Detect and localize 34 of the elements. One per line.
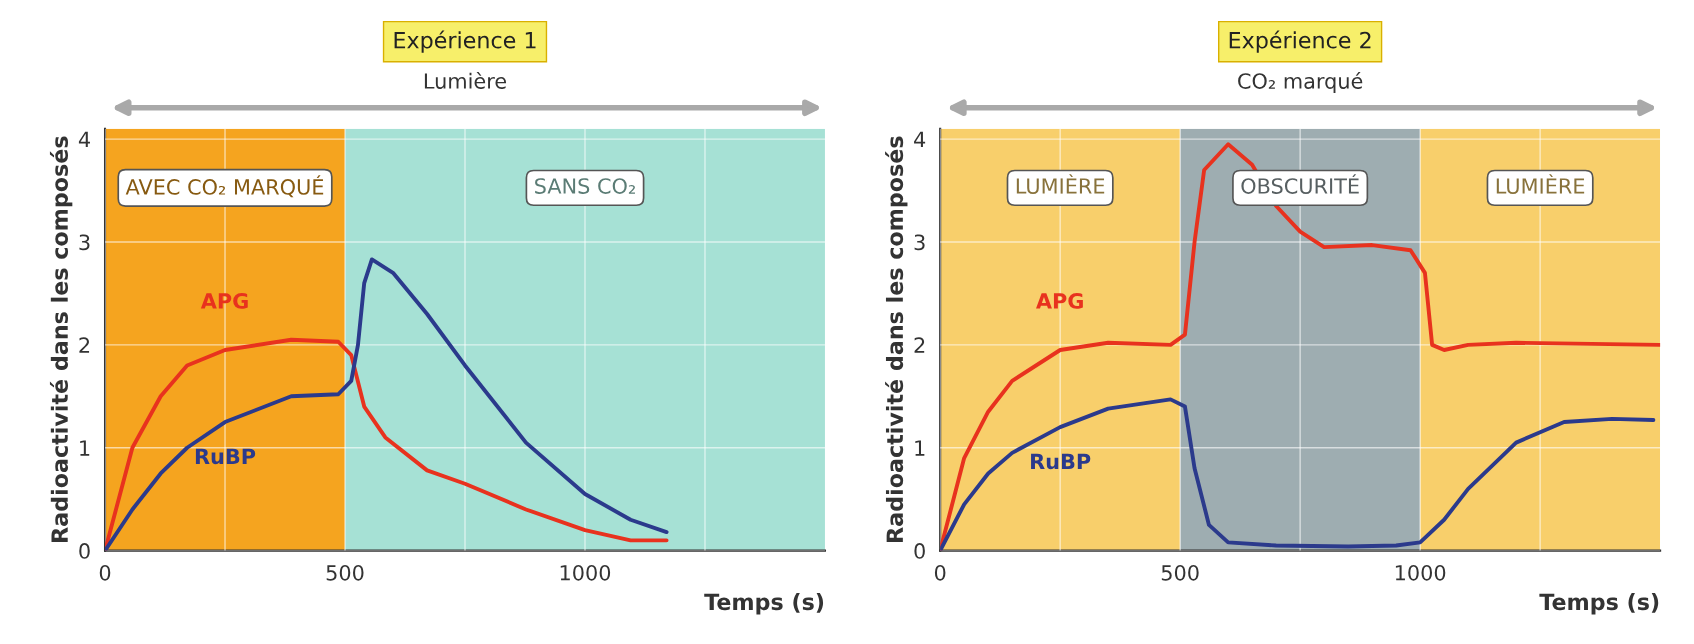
- y-tick-label: 1: [80, 440, 90, 456]
- y-tick-label: 4: [914, 131, 926, 147]
- line-series: [940, 397, 1656, 551]
- band-label: LUMIÈRE: [1016, 174, 1105, 194]
- band-label: OBSCURITÉ: [1241, 174, 1359, 194]
- band-label: SANS CO₂: [535, 178, 635, 194]
- y-tick-label: 2: [79, 337, 90, 353]
- x-axis-title: Temps (s): [1539, 593, 1659, 615]
- x-tick-label: 0: [99, 564, 111, 581]
- x-tick-label: 1000: [560, 564, 611, 581]
- y-tick-label: 4: [78, 131, 90, 147]
- y-tick-label: 1: [915, 440, 925, 456]
- chart-title: Expérience 1: [394, 30, 536, 53]
- y-tick-label: 3: [79, 234, 90, 251]
- chart-subtitle: Lumière: [424, 71, 507, 89]
- band-label: AVEC CO₂ MARQUÉ: [125, 175, 324, 198]
- x-tick-label: 1000: [1395, 564, 1446, 581]
- chart-title: Expérience 2: [1229, 30, 1371, 53]
- chart-subtitle: CO₂ marqué: [1238, 71, 1363, 93]
- line-series: [105, 257, 669, 551]
- band-label: LUMIÈRE: [1496, 174, 1585, 194]
- y-tick-label: 2: [914, 337, 925, 353]
- y-tick-label: 3: [914, 234, 925, 251]
- y-tick-label: 0: [79, 543, 90, 559]
- y-axis-title: Radioactivité dans les composés: [885, 136, 908, 542]
- series-label: APG: [1036, 293, 1083, 309]
- y-axis-title: Radioactivité dans les composés: [49, 136, 73, 542]
- y-tick-label: 0: [914, 543, 925, 559]
- x-tick-label: 500: [326, 564, 364, 581]
- x-axis-title: Temps (s): [704, 593, 824, 615]
- series-label: RuBP: [1031, 453, 1091, 470]
- series-label: RuBP: [195, 448, 256, 465]
- x-tick-label: 0: [934, 564, 946, 581]
- x-tick-label: 500: [1161, 564, 1199, 581]
